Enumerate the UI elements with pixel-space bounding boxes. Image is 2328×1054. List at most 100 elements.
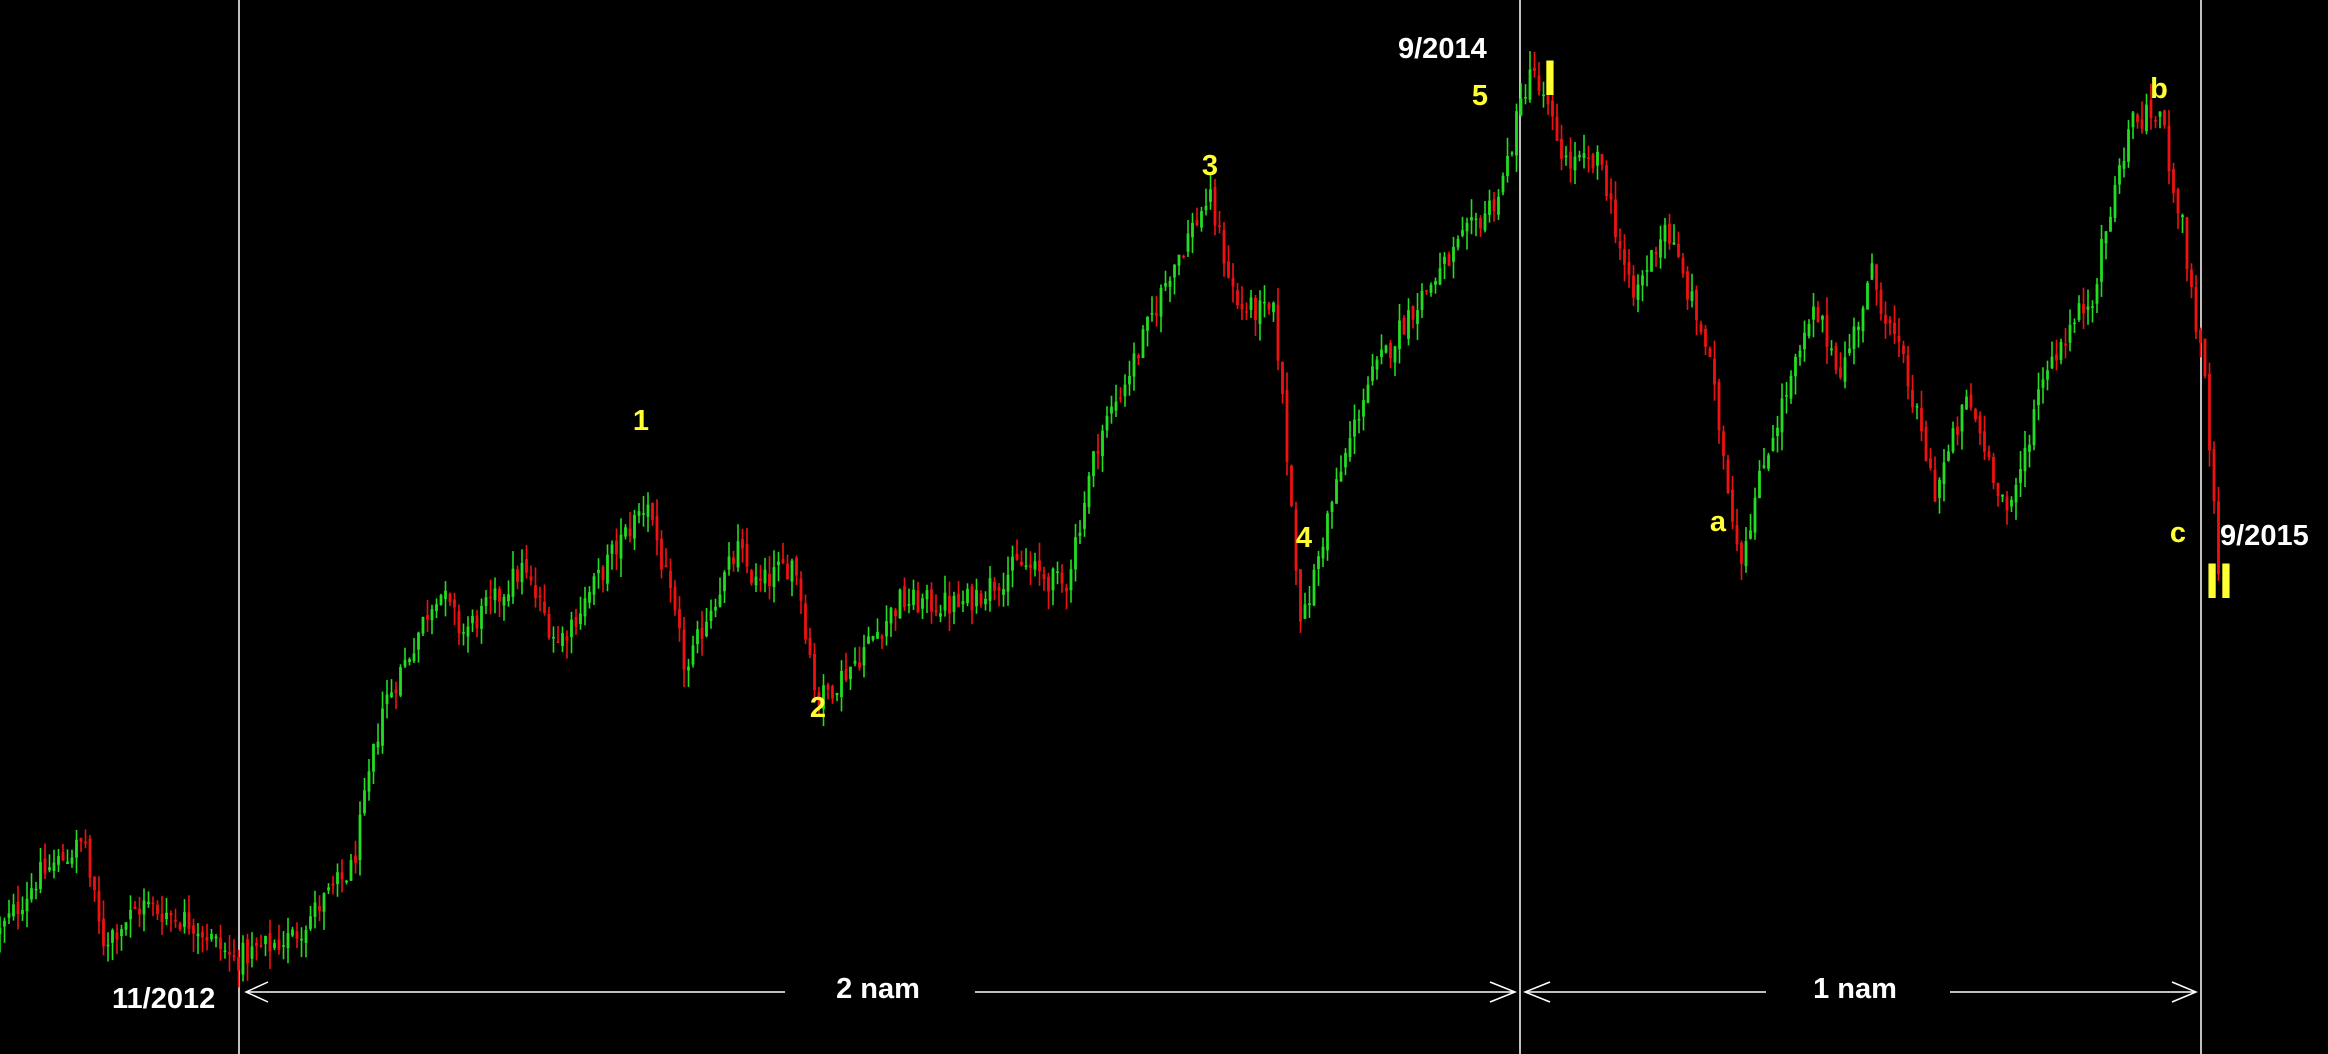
candle-body	[597, 569, 600, 574]
candle-body	[714, 606, 717, 611]
candle-body	[1123, 384, 1127, 397]
candle-body	[1119, 397, 1122, 400]
candle-body	[2163, 110, 2166, 126]
candle-body	[354, 855, 357, 863]
candle-body	[2131, 112, 2135, 128]
candle-body	[1821, 315, 1824, 320]
candle-body	[2028, 444, 2031, 452]
candle-body	[282, 945, 285, 947]
candle-body	[984, 598, 987, 605]
candle-body	[1087, 475, 1091, 508]
candle-body	[1384, 345, 1388, 353]
candle-body	[858, 662, 861, 668]
candle-body	[1825, 315, 1829, 348]
candle-body	[2118, 165, 2121, 185]
candle-body	[1609, 193, 1613, 200]
candle-body	[763, 569, 767, 584]
candle-body	[1659, 239, 1662, 258]
candle-body	[1110, 406, 1113, 414]
candle-body	[1650, 250, 1653, 272]
candle-body	[2203, 338, 2207, 376]
candle-body	[304, 930, 308, 943]
candle-body	[1515, 111, 1518, 156]
candle-body	[561, 632, 564, 647]
candle-body	[1618, 241, 1622, 249]
candle-body	[2046, 370, 2049, 380]
candle-body	[727, 556, 731, 570]
candle-body	[642, 513, 645, 515]
candle-body	[741, 538, 744, 549]
candle-body	[151, 902, 155, 904]
candle-body	[1704, 328, 1707, 347]
candle-body	[1380, 349, 1383, 358]
candle-body	[529, 576, 533, 581]
candle-body	[826, 684, 830, 690]
candle-body	[192, 925, 195, 934]
candle-body	[228, 952, 231, 955]
wave-label-major-I: I	[1543, 50, 1557, 106]
candle-body	[1330, 502, 1334, 512]
candle-body	[381, 708, 384, 746]
candle-body	[1641, 275, 1644, 286]
candle-body	[1159, 287, 1163, 317]
candle-body	[907, 604, 911, 606]
candle-body	[1938, 479, 1941, 498]
candle-body	[1029, 564, 1032, 568]
candle-body	[183, 912, 186, 928]
candle-body	[1884, 314, 1887, 324]
candle-body	[1776, 427, 1779, 437]
candle-body	[259, 944, 263, 947]
candle-body	[1749, 530, 1752, 539]
candle-body	[1051, 568, 1055, 591]
candle-body	[2100, 239, 2103, 282]
candle-body	[948, 595, 951, 614]
candle-body	[633, 514, 636, 539]
candle-body	[957, 593, 960, 608]
candle-body	[925, 590, 929, 600]
candle-body	[1065, 587, 1068, 592]
candle-body	[2154, 120, 2157, 122]
candle-body	[1600, 154, 1604, 165]
candle-body	[637, 511, 641, 516]
candle-body	[1785, 395, 1788, 397]
candle-body	[2109, 216, 2112, 232]
candle-body	[489, 596, 492, 599]
candle-body	[1015, 553, 1019, 560]
candle-body	[453, 599, 456, 608]
candle-body	[1078, 532, 1082, 536]
candle-body	[1596, 151, 1599, 166]
candle-body	[1965, 396, 1968, 410]
candle-body	[1893, 322, 1896, 335]
candle-body	[903, 586, 906, 608]
candle-body	[1582, 153, 1586, 159]
candle-body	[1303, 604, 1307, 619]
candle-body	[147, 901, 150, 904]
candle-body	[547, 613, 551, 638]
candle-body	[750, 570, 753, 584]
candle-body	[1393, 346, 1397, 363]
candle-body	[268, 933, 272, 952]
candle-body	[813, 654, 816, 691]
candle-body	[804, 603, 807, 640]
candle-body	[70, 857, 74, 864]
candle-body	[444, 590, 447, 600]
candle-body	[2014, 484, 2018, 503]
candle-body	[1069, 569, 1073, 591]
candle-body	[376, 741, 380, 748]
candle-body	[1285, 389, 1289, 462]
candle-body	[1744, 541, 1748, 567]
candle-body	[1870, 263, 1874, 280]
candle-body	[214, 936, 218, 939]
candle-body	[1186, 233, 1190, 252]
candle-body	[1528, 69, 1532, 100]
candle-body	[844, 669, 848, 681]
candle-body	[48, 867, 51, 871]
candle-body	[1443, 256, 1446, 264]
candle-body	[1920, 408, 1923, 432]
candle-body	[1465, 222, 1469, 232]
candle-body	[1510, 152, 1514, 155]
candle-body	[1420, 290, 1424, 310]
candle-body	[961, 601, 965, 605]
candle-body	[786, 563, 789, 580]
candle-body	[718, 594, 722, 607]
